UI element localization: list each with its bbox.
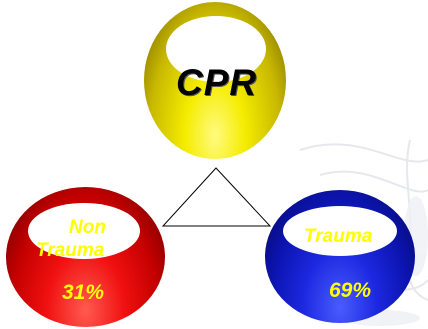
- cpr-label: CPR: [176, 62, 258, 103]
- trauma-label: Trauma: [304, 226, 373, 247]
- non-trauma-node: Non Trauma 31%: [6, 187, 165, 327]
- trauma-node-highlight: [283, 206, 397, 256]
- non-trauma-node-highlight: [28, 203, 140, 259]
- cpr-node: CPR: [144, 2, 286, 159]
- non-trauma-percent: 31%: [62, 281, 105, 304]
- non-trauma-label-line2: Trauma: [36, 240, 105, 261]
- trauma-percent: 69%: [329, 279, 372, 302]
- trauma-node: Trauma 69%: [265, 190, 415, 323]
- cpr-node-highlight: [166, 16, 266, 82]
- non-trauma-label-line1: Non: [69, 217, 106, 238]
